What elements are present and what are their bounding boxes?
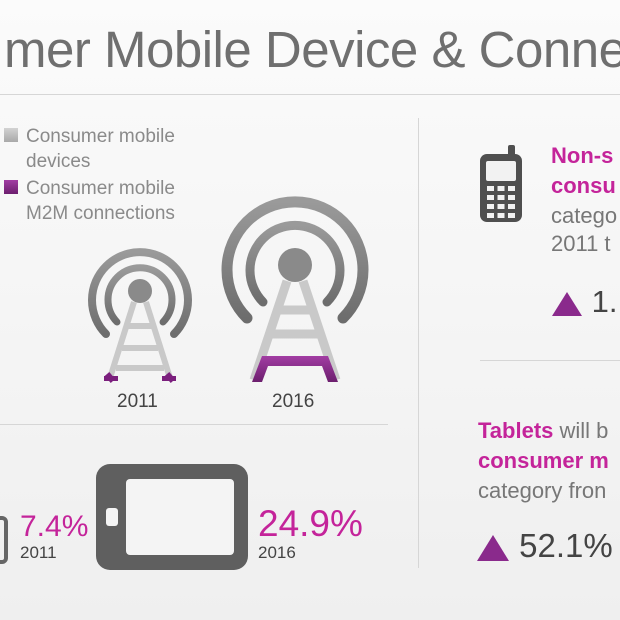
year-label-2016: 2016 (272, 391, 315, 412)
column-divider (418, 118, 419, 568)
tablet-year-2016: 2016 (258, 543, 296, 562)
up-triangle-icon (552, 291, 582, 316)
right-divider (480, 360, 620, 361)
tablet-year-2011: 2011 (20, 543, 57, 562)
legend-m2m: Consumer mobile M2M connections (26, 178, 175, 224)
right-top-line2: consu (551, 173, 616, 198)
tablet-icon (0, 516, 8, 564)
right-top-line4: 2011 t (551, 231, 611, 256)
section-divider (0, 424, 388, 425)
year-label-2011: 2011 (117, 391, 158, 412)
legend-swatch-devices (4, 128, 18, 142)
legend-swatch-m2m (4, 180, 18, 194)
title-divider (0, 94, 620, 95)
tablet-share-2011: 7.4% (20, 510, 89, 543)
right-bottom-stat: 52.1% (476, 527, 613, 565)
right-bottom-line3: category fron (478, 478, 607, 503)
right-top-line1: Non-s (551, 143, 614, 168)
feature-phone-icon (480, 145, 522, 222)
cell-tower-icon (221, 196, 369, 382)
page-title: mer Mobile Device & Conne (4, 21, 620, 78)
legend-devices: Consumer mobile devices (26, 126, 175, 172)
right-top-line3: catego (551, 203, 618, 228)
right-top-stat: 1. (551, 284, 617, 320)
tablet-share-2016: 24.9% (258, 503, 363, 544)
cell-tower-icon (88, 248, 192, 383)
up-triangle-icon (477, 535, 509, 562)
right-bottom-line2: consumer m (478, 448, 609, 473)
right-bottom-line1: Tablets will b (478, 418, 609, 443)
tablet-icon (96, 464, 248, 570)
